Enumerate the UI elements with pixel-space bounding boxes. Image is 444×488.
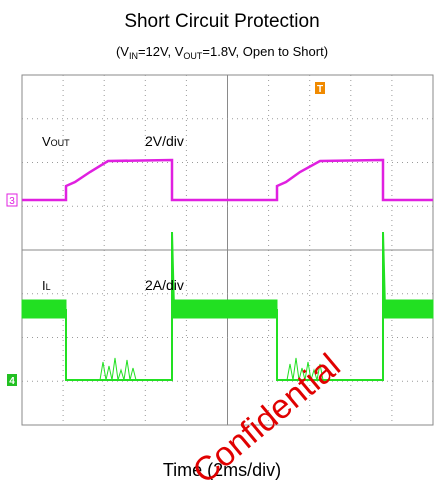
channel-marker <box>7 374 17 386</box>
il-high <box>171 299 278 319</box>
channel-marker <box>6 193 18 207</box>
trigger-marker-label: T <box>317 84 323 95</box>
channel-scale: 2V/div <box>145 133 184 149</box>
x-axis-label: Time (2ms/div) <box>163 460 281 480</box>
title: Short Circuit Protection <box>124 11 319 32</box>
il-trace <box>21 231 434 381</box>
vout-trace <box>22 158 433 202</box>
channel-name: VOUT <box>42 134 70 149</box>
trigger-marker <box>315 82 325 94</box>
il-high <box>382 299 434 319</box>
channel-marker-label: 3 <box>9 196 15 207</box>
scope-screen: VOUT 2V/div IL 2A/div 3 4 T <box>6 74 434 426</box>
il-noise <box>99 357 137 381</box>
subtitle: (VIN=12V, VOUT=1.8V, Open to Short) <box>116 44 328 61</box>
channel-marker-label: 4 <box>9 376 15 387</box>
il-line <box>276 231 386 381</box>
channel-scale: 2A/div <box>145 277 184 293</box>
il-noise <box>286 357 324 381</box>
grid <box>22 75 433 425</box>
channel-name: IL <box>42 278 51 293</box>
il-line <box>65 231 175 381</box>
il-high <box>21 299 67 319</box>
